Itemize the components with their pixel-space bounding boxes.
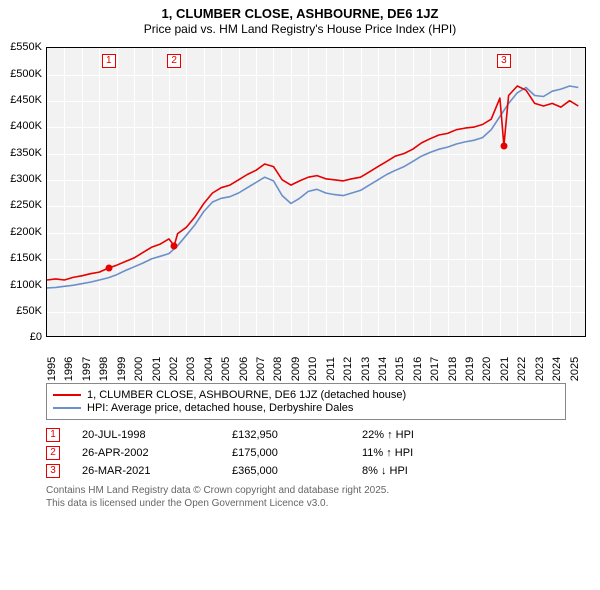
- x-tick-label: 1999: [116, 357, 128, 381]
- y-tick-label: £450K: [6, 94, 42, 106]
- x-tick-label: 2020: [481, 357, 493, 381]
- x-tick-label: 2003: [185, 357, 197, 381]
- legend-swatch: [53, 394, 81, 396]
- series-hpi: [47, 86, 578, 288]
- transaction-price: £365,000: [232, 465, 362, 477]
- x-tick-label: 1998: [98, 357, 110, 381]
- x-tick-label: 2022: [516, 357, 528, 381]
- chart-marker-dot: [105, 265, 112, 272]
- x-tick-label: 2024: [551, 357, 563, 381]
- x-tick-label: 2017: [429, 357, 441, 381]
- transaction-marker: 3: [46, 464, 60, 478]
- transaction-date: 20-JUL-1998: [82, 429, 232, 441]
- y-tick-label: £250K: [6, 199, 42, 211]
- x-tick-label: 1995: [46, 357, 58, 381]
- y-tick-label: £500K: [6, 68, 42, 80]
- chart-title-main: 1, CLUMBER CLOSE, ASHBOURNE, DE6 1JZ: [6, 6, 594, 22]
- y-tick-label: £350K: [6, 147, 42, 159]
- x-tick-label: 2002: [168, 357, 180, 381]
- x-tick-label: 2021: [499, 357, 511, 381]
- legend-label: 1, CLUMBER CLOSE, ASHBOURNE, DE6 1JZ (de…: [87, 389, 406, 401]
- x-tick-label: 2015: [394, 357, 406, 381]
- x-tick-label: 1997: [81, 357, 93, 381]
- x-tick-label: 2008: [272, 357, 284, 381]
- chart-marker-box: 3: [497, 54, 511, 68]
- transaction-date: 26-MAR-2021: [82, 465, 232, 477]
- x-tick-label: 2006: [238, 357, 250, 381]
- x-tick-label: 2010: [307, 357, 319, 381]
- legend-swatch: [53, 407, 81, 409]
- legend-item: HPI: Average price, detached house, Derb…: [53, 402, 559, 414]
- footer-line-2: This data is licensed under the Open Gov…: [46, 497, 594, 510]
- x-tick-label: 2018: [447, 357, 459, 381]
- price-chart: 1 2 3 £0 £50K £100K £150K £200K £250K £300K £350K £…: [6, 41, 594, 377]
- chart-marker-dot: [500, 142, 507, 149]
- transaction-marker: 1: [46, 428, 60, 442]
- transaction-row: 1 20-JUL-1998£132,95022% ↑ HPI: [46, 426, 566, 444]
- chart-legend: 1, CLUMBER CLOSE, ASHBOURNE, DE6 1JZ (de…: [46, 383, 566, 420]
- x-tick-label: 1996: [63, 357, 75, 381]
- legend-item: 1, CLUMBER CLOSE, ASHBOURNE, DE6 1JZ (de…: [53, 389, 559, 401]
- x-tick-label: 2023: [534, 357, 546, 381]
- series-price_paid: [47, 86, 578, 280]
- chart-marker-dot: [171, 242, 178, 249]
- x-tick-label: 2000: [133, 357, 145, 381]
- x-tick-label: 2013: [360, 357, 372, 381]
- y-tick-label: £200K: [6, 226, 42, 238]
- transaction-marker: 2: [46, 446, 60, 460]
- legend-label: HPI: Average price, detached house, Derb…: [87, 402, 353, 414]
- y-tick-label: £100K: [6, 279, 42, 291]
- x-tick-label: 2014: [377, 357, 389, 381]
- y-tick-label: £550K: [6, 41, 42, 53]
- y-tick-label: £400K: [6, 120, 42, 132]
- x-tick-label: 2019: [464, 357, 476, 381]
- y-tick-label: £0: [6, 331, 42, 343]
- chart-marker-box: 1: [102, 54, 116, 68]
- x-tick-label: 2025: [569, 357, 581, 381]
- x-tick-label: 2011: [325, 357, 337, 381]
- transaction-row: 3 26-MAR-2021£365,0008% ↓ HPI: [46, 462, 566, 480]
- chart-marker-box: 2: [167, 54, 181, 68]
- x-tick-label: 2005: [220, 357, 232, 381]
- x-tick-label: 2007: [255, 357, 267, 381]
- x-tick-label: 2016: [412, 357, 424, 381]
- plot-area: 1 2 3: [46, 47, 586, 337]
- y-tick-label: £50K: [6, 305, 42, 317]
- x-tick-label: 2012: [342, 357, 354, 381]
- y-tick-label: £300K: [6, 173, 42, 185]
- x-tick-label: 2004: [203, 357, 215, 381]
- transaction-diff: 8% ↓ HPI: [362, 465, 482, 477]
- transaction-diff: 11% ↑ HPI: [362, 447, 482, 459]
- y-tick-label: £150K: [6, 252, 42, 264]
- transaction-price: £132,950: [232, 429, 362, 441]
- attribution-footer: Contains HM Land Registry data © Crown c…: [46, 484, 594, 510]
- transaction-date: 26-APR-2002: [82, 447, 232, 459]
- transaction-diff: 22% ↑ HPI: [362, 429, 482, 441]
- line-layer: [47, 48, 587, 338]
- footer-line-1: Contains HM Land Registry data © Crown c…: [46, 484, 594, 497]
- transaction-price: £175,000: [232, 447, 362, 459]
- x-tick-label: 2009: [290, 357, 302, 381]
- transaction-row: 2 26-APR-2002£175,00011% ↑ HPI: [46, 444, 566, 462]
- chart-title-sub: Price paid vs. HM Land Registry's House …: [6, 22, 594, 37]
- x-tick-label: 2001: [151, 357, 163, 381]
- transaction-table: 1 20-JUL-1998£132,95022% ↑ HPI 2 26-APR-200…: [46, 426, 566, 480]
- chart-title-block: 1, CLUMBER CLOSE, ASHBOURNE, DE6 1JZ Pri…: [6, 6, 594, 37]
